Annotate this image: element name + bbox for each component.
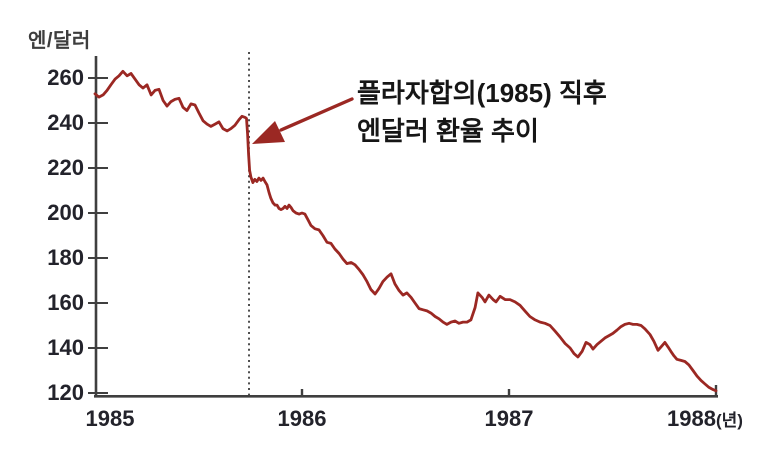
y-tick-label: 120 [47, 380, 84, 405]
x-tick-label: 1987 [484, 406, 534, 431]
annotation-text: 플라자합의(1985) 직후 엔달러 환율 추이 [357, 74, 607, 150]
annotation-line-2: 엔달러 환율 추이 [357, 116, 539, 146]
y-axis-unit-label: 엔/달러 [28, 30, 91, 52]
x-tick-label: 1986 [277, 406, 327, 431]
y-tick-label: 260 [47, 65, 84, 90]
exchange-rate-line [93, 69, 718, 393]
x-unit-suffix: (년) [715, 411, 743, 430]
x-tick-label: 1988(년) [667, 406, 743, 431]
y-tick-label: 220 [47, 155, 84, 180]
y-tick-label: 200 [47, 200, 84, 225]
annotation-line-1: 플라자합의(1985) 직후 [357, 78, 607, 108]
y-tick-label: 240 [47, 110, 84, 135]
y-tick-label: 140 [47, 335, 84, 360]
x-tick-label: 1985 [85, 406, 135, 431]
annotation-arrow-shaft [279, 97, 354, 132]
y-tick-label: 160 [47, 290, 84, 315]
y-tick-label: 180 [47, 245, 84, 270]
annotation-arrow-head [252, 121, 285, 144]
